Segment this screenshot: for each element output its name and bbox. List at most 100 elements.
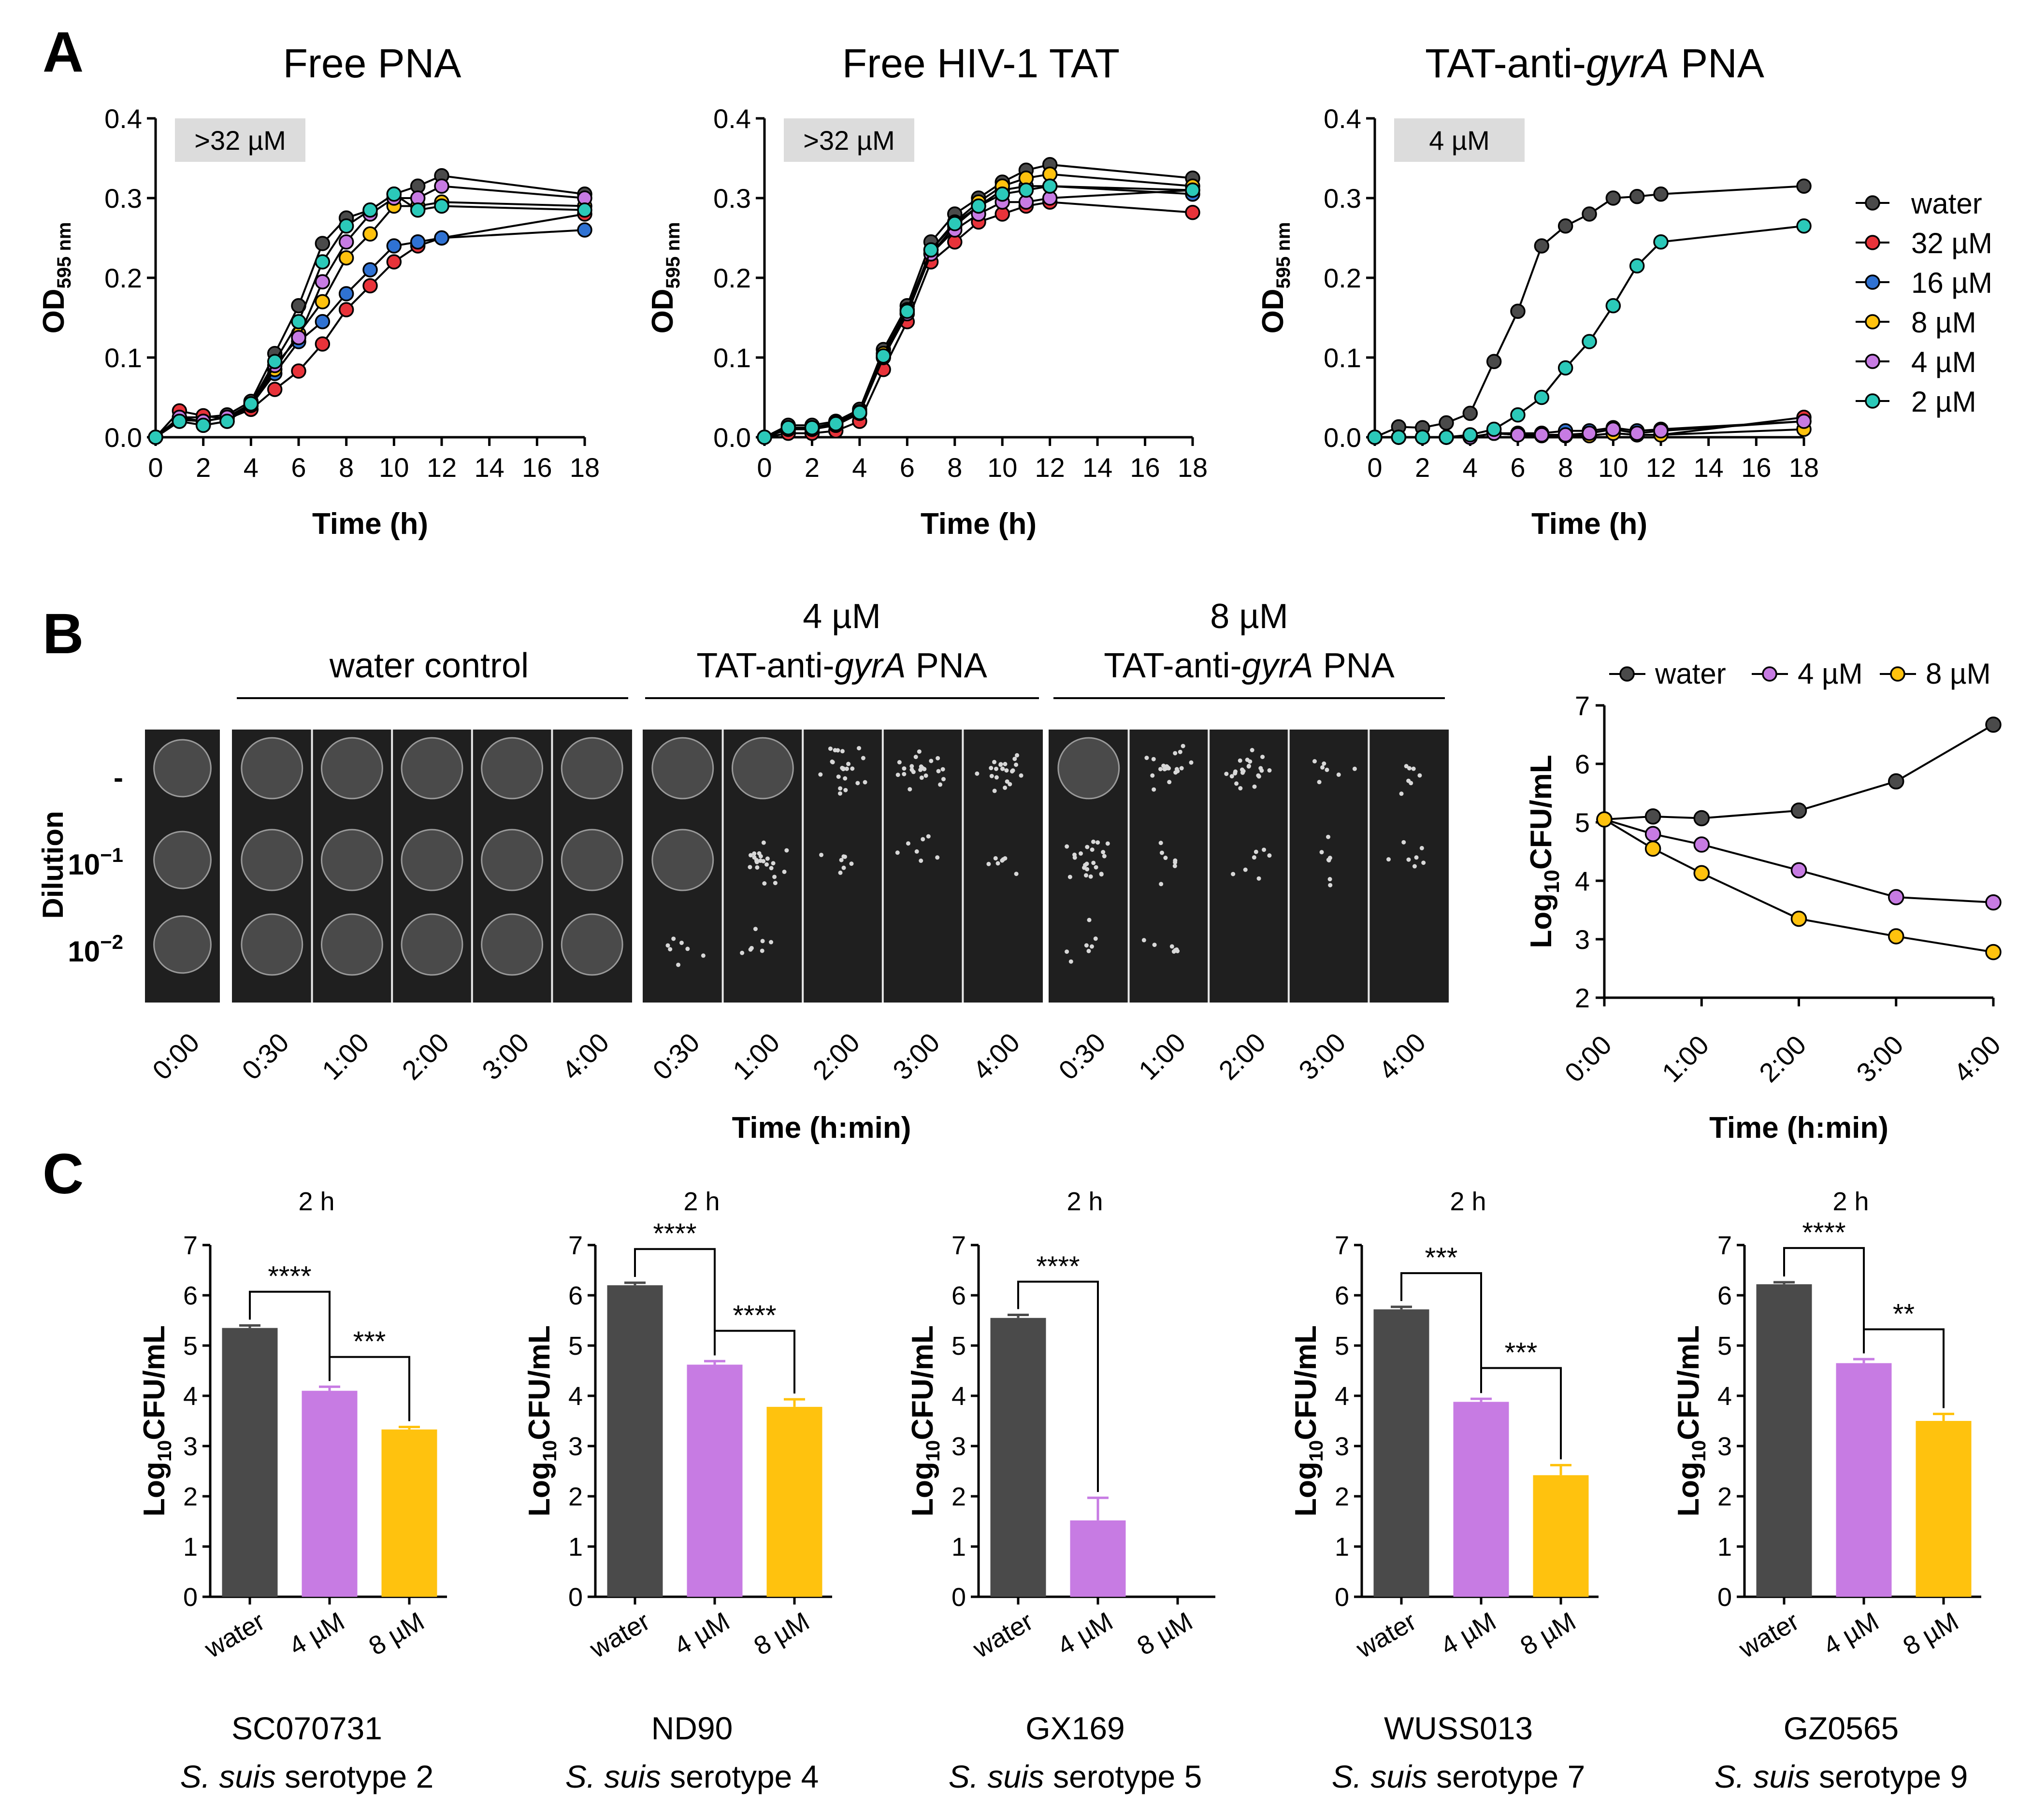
data-point-water	[1653, 186, 1669, 202]
species-serotype: S. suis serotype 5	[949, 1759, 1202, 1794]
data-point-water	[1510, 303, 1526, 319]
data-point-2-um	[923, 242, 939, 258]
colony	[1004, 768, 1009, 773]
colony	[1158, 767, 1163, 772]
data-point-2-um	[219, 414, 235, 429]
colony-spot	[651, 737, 714, 800]
y-label-sub: 595 nm	[54, 222, 75, 289]
y-tick-label: 6	[183, 1281, 198, 1310]
y-tick-label: 5	[1717, 1332, 1732, 1361]
colony	[1083, 873, 1088, 878]
data-point-8-um	[1693, 865, 1710, 882]
data-point-water	[1790, 803, 1807, 819]
y-tick-label: 6	[951, 1281, 966, 1310]
y-label-sub: 595 nm	[663, 222, 684, 289]
y-label-sub: 595 nm	[1273, 222, 1294, 289]
serotype-gap	[1427, 1759, 1436, 1794]
x-tick-label: 8	[1558, 452, 1573, 483]
colony-spot	[481, 913, 544, 976]
serotype-label: serotype 2	[285, 1759, 433, 1794]
species-serotype: S. suis serotype 4	[565, 1759, 819, 1794]
y-label-main: Log	[1525, 893, 1558, 948]
colony	[1175, 949, 1180, 954]
y-tick-label: 0	[183, 1583, 198, 1612]
y-tick-label: 0.1	[1324, 343, 1361, 373]
colony	[841, 854, 846, 859]
colony	[917, 749, 922, 754]
y-tick-label: 5	[1335, 1332, 1349, 1361]
y-tick-label: 7	[1575, 690, 1590, 721]
x-tick-label: 4	[852, 452, 867, 483]
colony	[1089, 944, 1094, 949]
colony	[1065, 844, 1069, 849]
colony	[914, 849, 919, 854]
colony	[1102, 854, 1107, 859]
x-axis-label: Time (h:min)	[1709, 1111, 1888, 1145]
colony	[1084, 861, 1089, 866]
data-point-water	[1605, 190, 1621, 206]
data-point-4-um	[1557, 427, 1573, 443]
colony-spot	[1057, 737, 1120, 800]
colony	[1238, 758, 1242, 763]
colony	[1252, 784, 1257, 789]
colony	[752, 851, 757, 856]
series-line-32-um	[764, 201, 1193, 438]
y-tick-label: 1	[1335, 1533, 1349, 1562]
colony	[1179, 766, 1184, 771]
data-point-2-um	[1796, 218, 1812, 234]
y-tick-label: 4	[1575, 866, 1590, 896]
legend-marker-2-um	[1865, 393, 1880, 409]
significance-bracket	[634, 1248, 716, 1356]
y-tick-label: 3	[1717, 1432, 1732, 1461]
colony	[936, 769, 941, 774]
colony	[840, 749, 845, 754]
significance-bracket	[249, 1290, 331, 1381]
data-point-water	[1644, 808, 1661, 825]
colony	[846, 761, 851, 766]
y-tick-label: 2	[1575, 983, 1590, 1013]
colony	[784, 848, 789, 853]
x-tick-label: 12	[1035, 452, 1065, 483]
plate-time-label: 0:30	[647, 1027, 706, 1086]
significance-label: **	[1893, 1298, 1915, 1330]
data-point-2-um	[947, 216, 963, 231]
colony	[1254, 849, 1258, 854]
significance-bracket	[1480, 1367, 1562, 1460]
colony-spot	[153, 739, 212, 798]
colony	[902, 766, 907, 771]
data-point-8-um	[315, 294, 331, 310]
series-line-water	[1374, 185, 1804, 438]
colony	[1233, 771, 1238, 776]
colony	[772, 874, 777, 879]
colony-spot	[481, 737, 544, 800]
colony	[1141, 938, 1146, 943]
colony	[1240, 770, 1245, 775]
spot-plate-images: 0:00 0:30 1:00 2:00 3:00 4:00 0:30 1:00 2:00 3:00…	[37, 597, 1449, 1145]
colony	[1386, 857, 1391, 862]
bar-water	[1373, 1309, 1429, 1597]
colony	[1169, 944, 1174, 949]
colony-spot	[481, 829, 544, 891]
data-point-water	[1888, 773, 1904, 790]
data-point-4-um	[1644, 826, 1661, 842]
data-point-4-um	[338, 234, 354, 250]
colony-spot	[320, 913, 383, 976]
data-point-8-um	[1596, 811, 1613, 828]
bar-4-um	[1836, 1363, 1892, 1597]
legend-label-4-um: 4 µM	[1911, 346, 1976, 378]
plate-time-label: 0:30	[236, 1027, 295, 1086]
serotype-label: serotype 5	[1053, 1759, 1202, 1794]
data-point-2-um	[362, 202, 378, 218]
colony	[1079, 851, 1083, 856]
data-point-2-um	[994, 186, 1010, 202]
data-point-8-um	[1790, 910, 1807, 927]
colony	[1159, 882, 1164, 887]
colony	[1093, 936, 1098, 941]
colony	[1234, 781, 1239, 786]
data-point-8-um	[362, 226, 378, 242]
y-tick-label: 7	[1335, 1231, 1349, 1260]
colony	[1086, 948, 1091, 953]
legend-label-8-um: 8 µM	[1926, 658, 1991, 690]
colony	[975, 771, 980, 776]
serotype-gap	[661, 1759, 670, 1794]
